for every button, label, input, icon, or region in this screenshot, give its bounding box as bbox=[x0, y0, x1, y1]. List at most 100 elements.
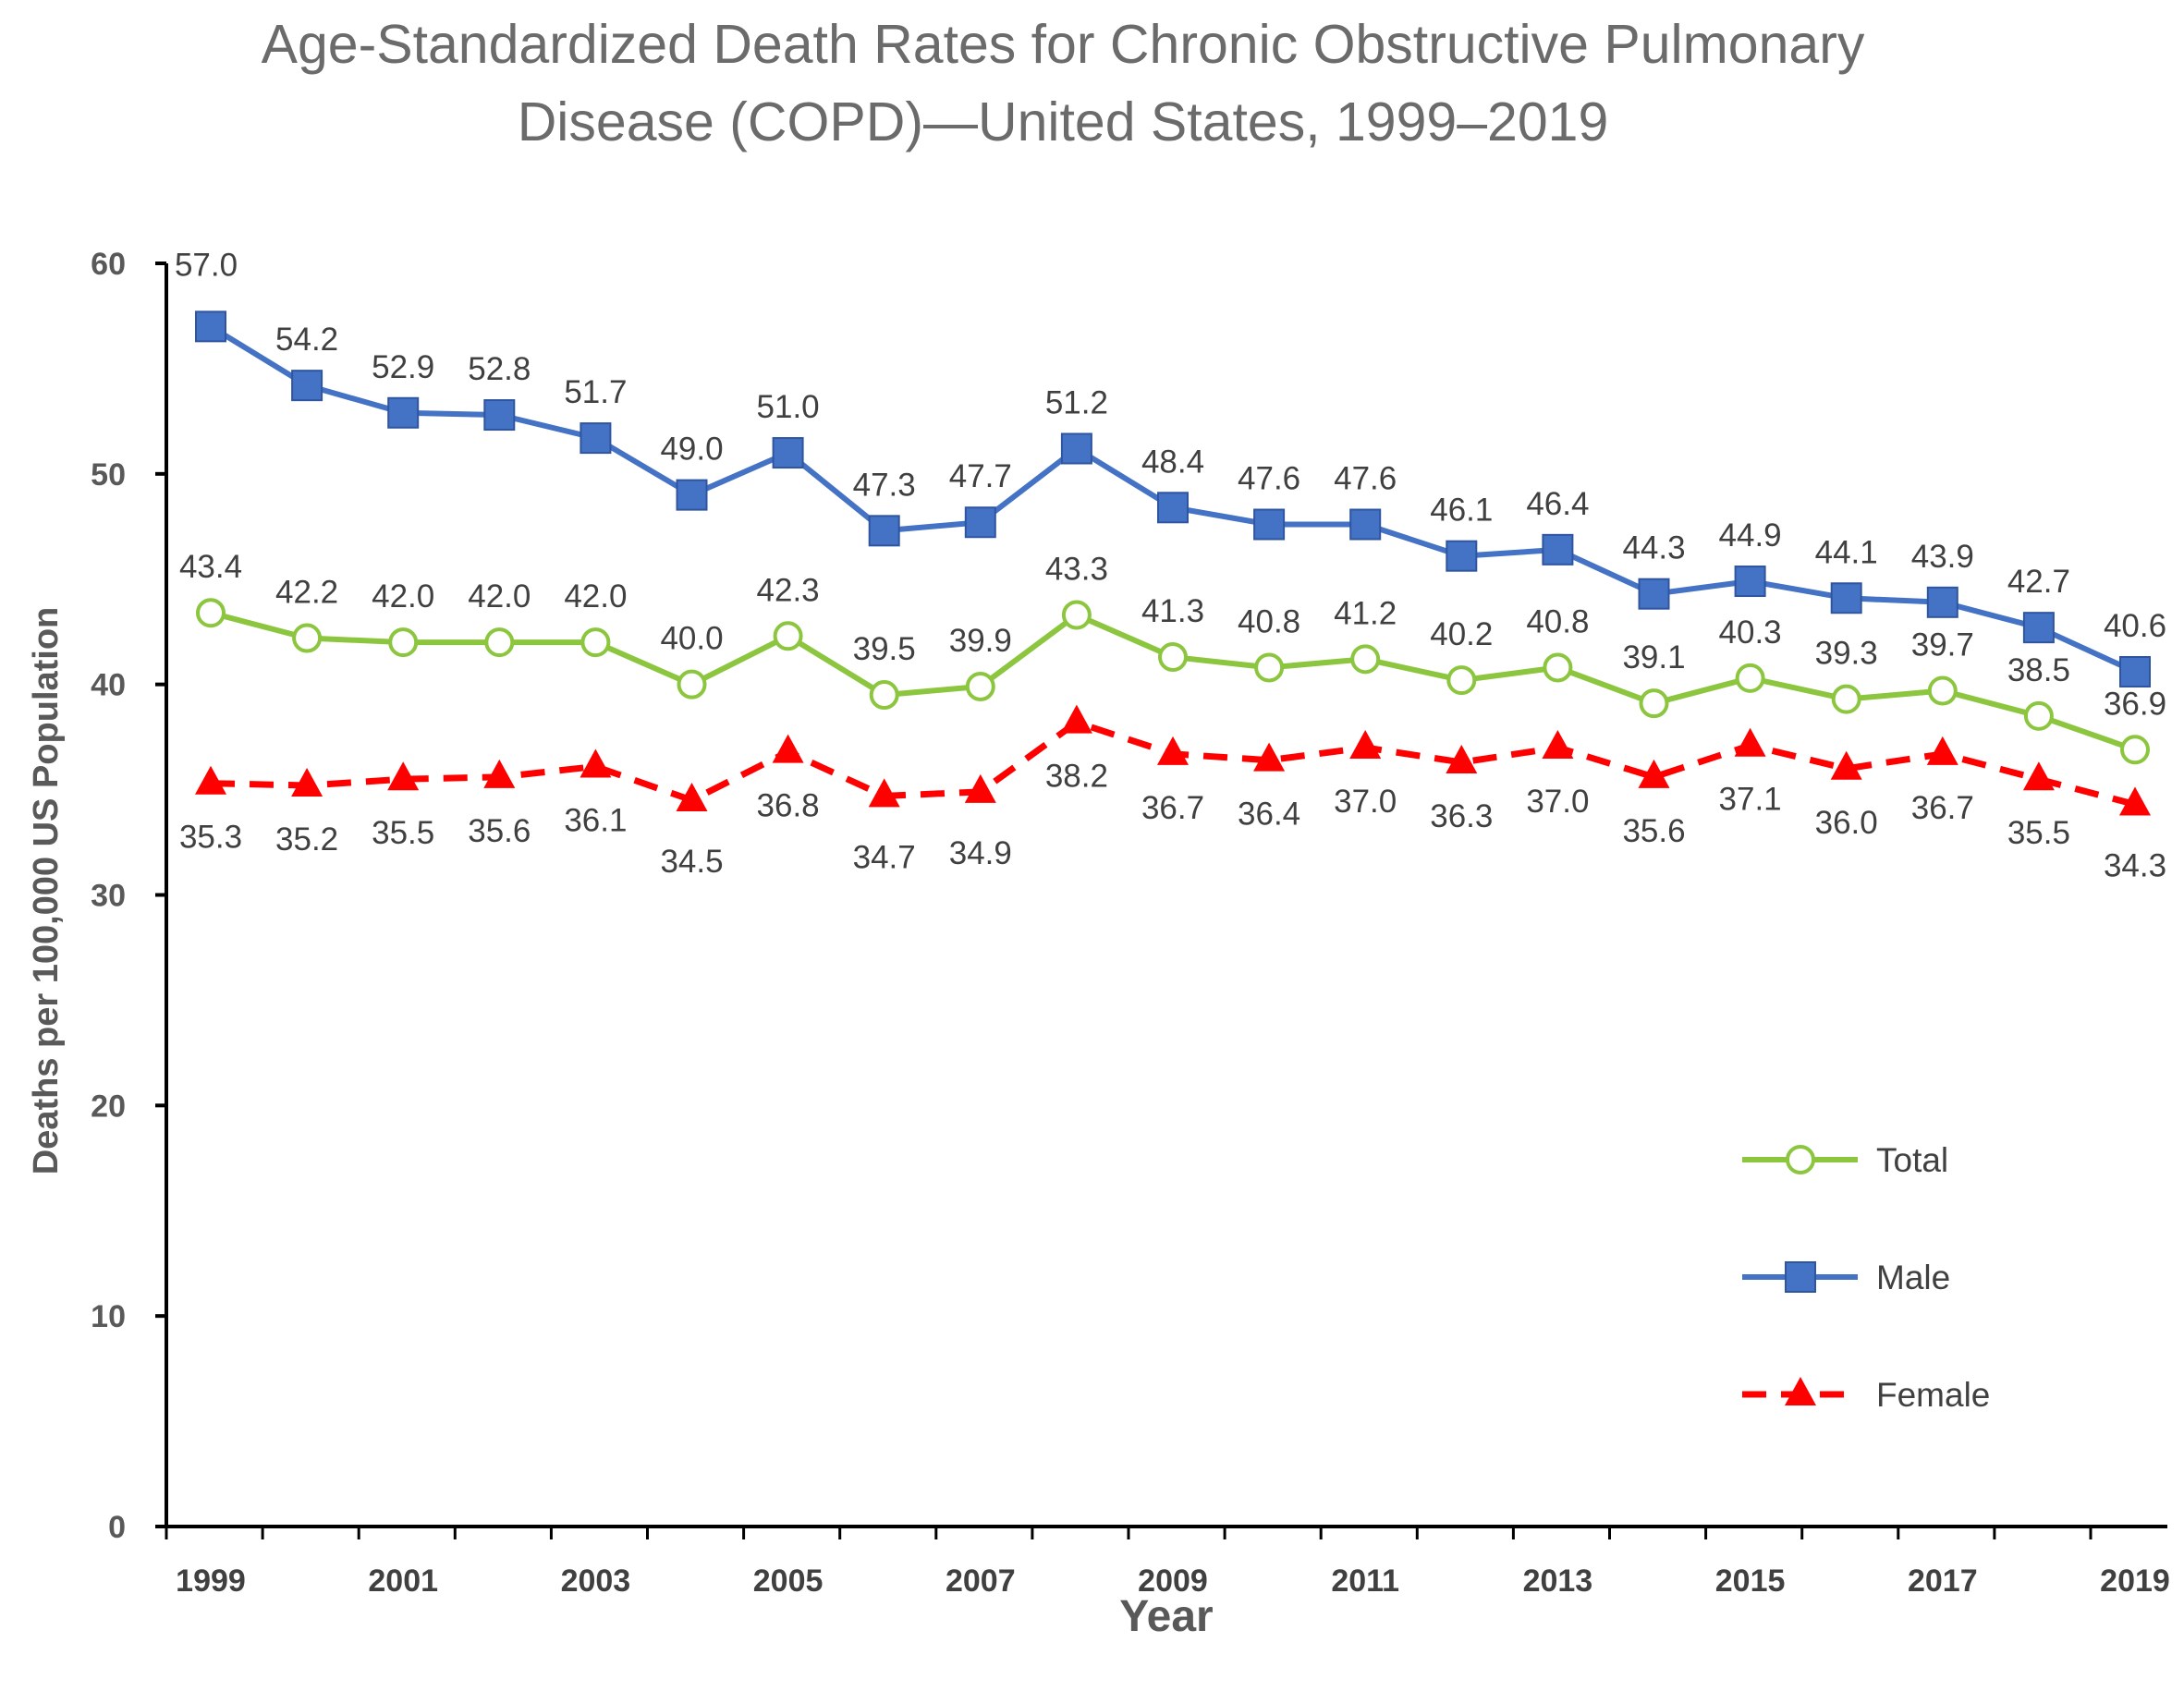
data-label-female: 36.4 bbox=[1238, 797, 1300, 833]
data-label-total: 40.8 bbox=[1238, 603, 1300, 639]
data-label-total: 36.9 bbox=[2104, 686, 2166, 722]
data-point-total bbox=[1350, 644, 1381, 675]
x-tick-label: 2007 bbox=[946, 1563, 1016, 1599]
data-label-male: 51.2 bbox=[1045, 384, 1108, 420]
legend-item-female: Female bbox=[1742, 1376, 1990, 1414]
data-label-total: 42.0 bbox=[468, 578, 531, 614]
legend-label-female: Female bbox=[1876, 1376, 1990, 1414]
y-tick-label: 0 bbox=[108, 1510, 126, 1545]
y-axis-title: Deaths per 100,000 US Population bbox=[27, 607, 66, 1175]
data-point-female bbox=[1830, 750, 1862, 780]
data-point-female bbox=[1542, 730, 1574, 760]
data-label-male: 51.7 bbox=[564, 374, 627, 410]
data-point-total bbox=[1639, 688, 1669, 719]
data-label-total: 40.3 bbox=[1719, 614, 1782, 651]
data-point-total bbox=[773, 621, 803, 651]
legend-marker-female bbox=[1785, 1377, 1816, 1405]
data-label-total: 40.2 bbox=[1430, 616, 1493, 652]
data-point-total bbox=[1254, 652, 1285, 683]
data-point-female bbox=[772, 734, 804, 763]
data-point-male bbox=[1157, 492, 1189, 524]
data-label-male: 42.7 bbox=[2007, 564, 2070, 600]
data-label-male: 46.1 bbox=[1430, 493, 1493, 529]
data-label-female: 34.3 bbox=[2104, 848, 2166, 884]
data-point-total bbox=[869, 680, 899, 711]
data-label-female: 37.0 bbox=[1526, 784, 1589, 820]
x-tick-label: 2015 bbox=[1715, 1563, 1786, 1599]
data-point-female bbox=[1157, 736, 1189, 765]
x-tick-label: 2011 bbox=[1331, 1563, 1399, 1599]
data-point-total bbox=[1735, 663, 1765, 693]
data-point-total bbox=[196, 598, 226, 628]
data-point-female bbox=[195, 765, 226, 795]
data-point-female bbox=[483, 759, 516, 788]
data-label-male: 47.7 bbox=[949, 458, 1012, 494]
series-male bbox=[195, 310, 2151, 687]
data-point-total bbox=[1061, 600, 1092, 630]
x-tick-label: 2001 bbox=[368, 1563, 438, 1599]
data-point-male bbox=[483, 399, 516, 432]
data-label-male: 52.8 bbox=[468, 351, 531, 387]
data-point-female bbox=[2119, 786, 2151, 816]
data-label-male: 51.0 bbox=[757, 389, 820, 425]
series-total bbox=[196, 598, 2150, 765]
data-label-total: 42.2 bbox=[275, 575, 338, 611]
data-label-male: 48.4 bbox=[1141, 444, 1204, 480]
data-label-female: 38.2 bbox=[1045, 759, 1108, 795]
legend-item-total: Total bbox=[1742, 1141, 1948, 1179]
data-label-total: 42.0 bbox=[564, 578, 627, 614]
data-point-male bbox=[2119, 655, 2151, 687]
data-point-male bbox=[1734, 566, 1766, 598]
data-point-female bbox=[291, 768, 323, 797]
data-label-female: 36.3 bbox=[1430, 798, 1493, 834]
data-point-male bbox=[1542, 533, 1574, 566]
x-tick-label: 2017 bbox=[1908, 1563, 1978, 1599]
data-point-total bbox=[1446, 665, 1477, 696]
data-point-total bbox=[1927, 675, 1958, 706]
chart-title-line-1: Age-Standardized Death Rates for Chronic… bbox=[262, 14, 1865, 75]
data-label-male: 47.3 bbox=[853, 467, 916, 503]
data-point-total bbox=[2120, 735, 2150, 765]
data-point-female bbox=[1926, 736, 1958, 765]
data-point-male bbox=[1060, 432, 1092, 465]
data-label-female: 35.6 bbox=[1622, 813, 1685, 849]
data-label-male: 47.6 bbox=[1238, 461, 1300, 497]
data-label-total: 43.3 bbox=[1045, 551, 1108, 587]
data-point-male bbox=[1830, 582, 1862, 614]
data-point-female bbox=[580, 748, 612, 778]
data-label-male: 44.1 bbox=[1815, 534, 1878, 570]
data-label-total: 39.9 bbox=[949, 623, 1012, 659]
data-point-total bbox=[2023, 700, 2054, 731]
data-point-female bbox=[1253, 742, 1286, 772]
data-point-female bbox=[964, 773, 996, 803]
data-label-female: 34.7 bbox=[853, 839, 916, 875]
y-tick-label: 50 bbox=[91, 457, 126, 493]
data-point-male bbox=[772, 437, 804, 469]
data-label-total: 40.0 bbox=[660, 621, 723, 657]
legend-marker-male bbox=[1785, 1261, 1816, 1293]
data-point-male bbox=[580, 422, 612, 455]
data-point-male bbox=[1638, 578, 1670, 610]
y-tick-label: 10 bbox=[91, 1299, 126, 1334]
data-label-female: 35.5 bbox=[372, 815, 434, 851]
data-point-male bbox=[1926, 586, 1958, 618]
y-tick-label: 30 bbox=[91, 879, 126, 914]
data-label-female: 34.5 bbox=[660, 844, 723, 880]
data-point-total bbox=[677, 669, 707, 700]
data-label-total: 42.3 bbox=[757, 572, 820, 608]
legend-label-male: Male bbox=[1876, 1259, 1950, 1296]
data-point-total bbox=[388, 627, 419, 658]
legend-marker-total bbox=[1786, 1145, 1815, 1174]
data-point-total bbox=[965, 671, 995, 701]
data-label-female: 35.2 bbox=[275, 821, 338, 858]
data-label-total: 40.8 bbox=[1526, 603, 1589, 639]
x-tick-label: 2009 bbox=[1138, 1563, 1208, 1599]
x-tick-label: 2019 bbox=[2100, 1563, 2170, 1599]
data-point-male bbox=[291, 370, 323, 402]
data-point-female bbox=[1446, 744, 1478, 773]
data-point-female bbox=[1060, 704, 1092, 734]
x-axis-title: Year bbox=[1119, 1592, 1213, 1641]
series-female bbox=[195, 704, 2151, 816]
